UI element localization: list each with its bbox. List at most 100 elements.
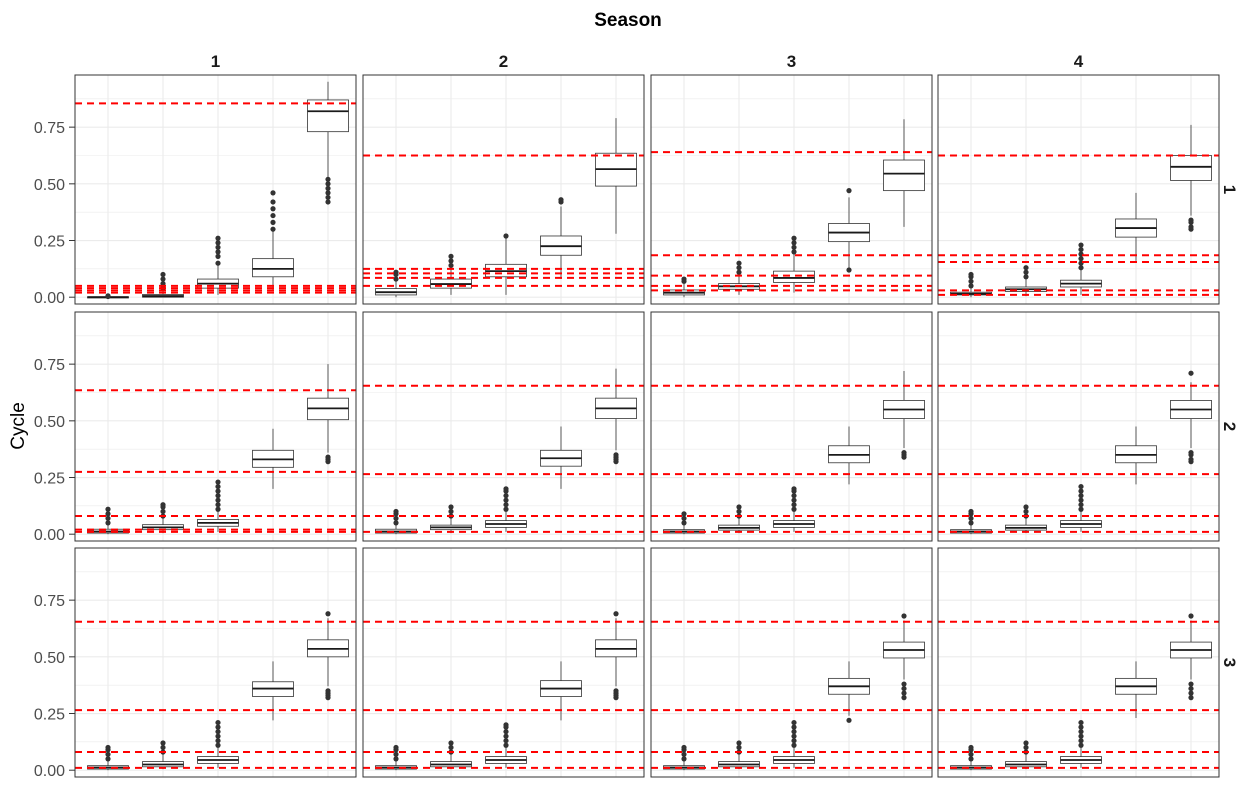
outlier-point xyxy=(791,249,797,255)
outlier-point xyxy=(1078,738,1084,744)
box-4 xyxy=(828,188,870,273)
outlier-point xyxy=(1078,742,1084,748)
outlier-point xyxy=(681,276,687,282)
outlier-point xyxy=(613,452,619,458)
outlier-point xyxy=(215,729,221,735)
y-tick-label: 0.50 xyxy=(34,414,65,431)
outlier-point xyxy=(393,269,399,275)
panel-row3-col2 xyxy=(362,547,645,778)
panel-row2-col1 xyxy=(74,311,357,542)
outlier-point xyxy=(1078,488,1084,494)
panel-border xyxy=(937,74,1220,305)
outlier-point xyxy=(503,733,509,739)
outlier-point xyxy=(105,744,111,751)
outlier-point xyxy=(1078,497,1084,503)
outlier-point xyxy=(215,249,221,255)
outlier-point xyxy=(215,733,221,739)
row-strip-label-2: 2 xyxy=(1220,422,1239,431)
outlier-point xyxy=(791,240,797,246)
outlier-point xyxy=(1188,613,1194,619)
outlier-point xyxy=(105,751,111,757)
box-5 xyxy=(307,81,349,205)
outlier-point xyxy=(393,276,399,282)
outlier-point xyxy=(1188,217,1194,223)
col-strip-label-3: 3 xyxy=(787,52,796,71)
outlier-point xyxy=(215,240,221,246)
panel-border xyxy=(650,547,933,778)
outlier-point xyxy=(681,515,687,521)
outlier-point xyxy=(105,756,111,762)
outlier-point xyxy=(791,493,797,499)
outlier-point xyxy=(791,235,797,241)
box-1 xyxy=(663,276,705,298)
box-1 xyxy=(87,744,129,771)
box-3 xyxy=(485,722,527,768)
outlier-point xyxy=(1078,729,1084,735)
outlier-point xyxy=(160,276,166,282)
outlier-point xyxy=(105,293,111,299)
box-3 xyxy=(773,719,815,768)
y-tick-label: 0.00 xyxy=(34,763,65,780)
outlier-point xyxy=(736,504,742,510)
panel-border xyxy=(937,311,1220,542)
outlier-point xyxy=(1188,456,1194,462)
box-5 xyxy=(595,368,637,465)
panel-row3-col3 xyxy=(650,547,933,778)
box-3 xyxy=(197,479,239,532)
box-1 xyxy=(375,744,417,771)
outlier-point xyxy=(1078,502,1084,508)
box-1 xyxy=(87,506,129,535)
box-3 xyxy=(1060,242,1102,295)
outlier-point xyxy=(1078,256,1084,262)
panel-background xyxy=(651,312,932,541)
outlier-point xyxy=(215,738,221,744)
outlier-point xyxy=(1078,246,1084,253)
box-5 xyxy=(1170,124,1212,232)
outlier-point xyxy=(393,744,399,751)
y-tick-label: 0.00 xyxy=(34,527,65,544)
row-strip-label-3: 3 xyxy=(1220,658,1239,667)
panel-border xyxy=(650,311,933,542)
outlier-point xyxy=(503,722,509,728)
outlier-point xyxy=(270,190,276,196)
outlier-point xyxy=(448,258,454,264)
outlier-point xyxy=(215,260,221,266)
outlier-point xyxy=(448,740,454,746)
panel-row1-col1 xyxy=(74,74,357,305)
outlier-point xyxy=(1188,370,1194,376)
panel-background xyxy=(363,312,644,541)
outlier-point xyxy=(270,226,276,232)
outlier-point xyxy=(448,262,454,269)
box-5 xyxy=(883,370,925,460)
outlier-point xyxy=(681,520,687,526)
panel-row2-col4 xyxy=(937,311,1220,542)
box-4 xyxy=(1115,426,1157,485)
outlier-point xyxy=(215,719,221,726)
outlier-point xyxy=(325,194,331,201)
outlier-point xyxy=(215,244,221,250)
outlier-point xyxy=(1078,733,1084,739)
outlier-point xyxy=(215,742,221,748)
outlier-point xyxy=(393,751,399,757)
outlier-point xyxy=(1078,483,1084,490)
outlier-point xyxy=(791,733,797,739)
box-4 xyxy=(252,190,294,291)
outlier-point xyxy=(791,719,797,726)
col-strip-label-2: 2 xyxy=(499,52,508,71)
panel-row1-col4 xyxy=(937,74,1220,305)
outlier-point xyxy=(215,497,221,503)
outlier-point xyxy=(1023,274,1029,280)
outlier-point xyxy=(160,271,166,278)
box-3 xyxy=(1060,483,1102,532)
outlier-point xyxy=(325,199,331,205)
outlier-point xyxy=(736,740,742,746)
box-3 xyxy=(485,486,527,532)
box-4 xyxy=(540,426,582,489)
outlier-point xyxy=(503,502,509,508)
outlier-point xyxy=(448,744,454,751)
outlier-point xyxy=(270,206,276,212)
outlier-point xyxy=(215,724,221,730)
outlier-point xyxy=(105,511,111,517)
outlier-point xyxy=(791,497,797,503)
outlier-point xyxy=(105,520,111,526)
